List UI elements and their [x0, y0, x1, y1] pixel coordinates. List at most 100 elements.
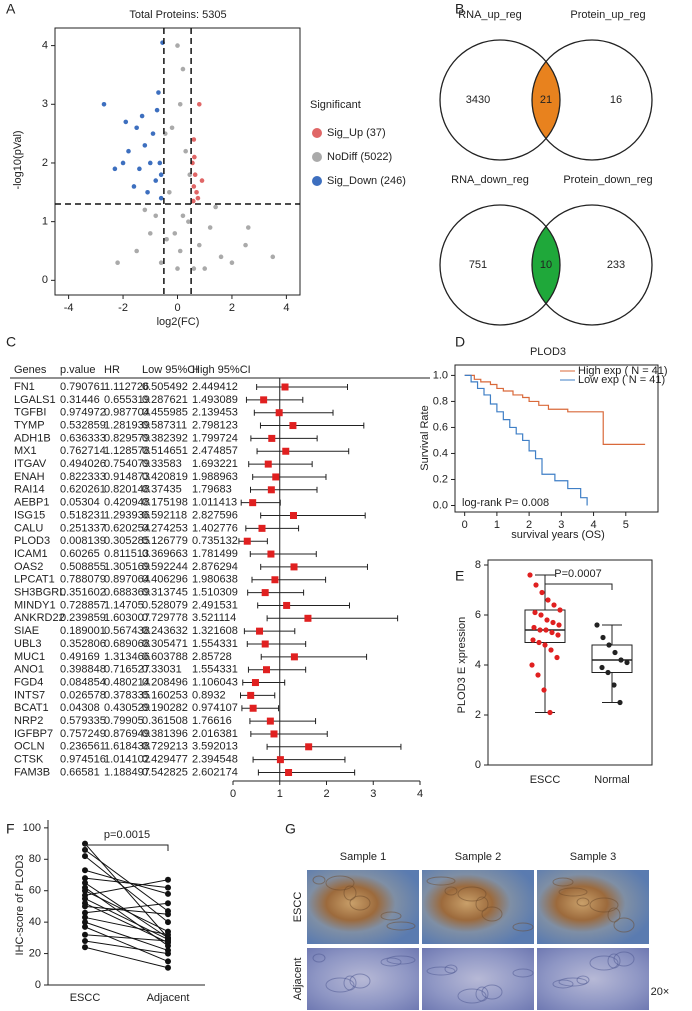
pair-line [84, 902, 169, 944]
table-cell: 0.239859 [60, 612, 106, 624]
table-cell: 2.474857 [192, 445, 238, 457]
table-cell: NRP2 [14, 715, 43, 727]
pair-line [84, 921, 169, 951]
point [539, 589, 545, 596]
venn-set [439, 204, 561, 326]
y-tick-label: 0 [35, 979, 41, 991]
x-tick-label: 4 [417, 788, 423, 800]
legend-label: Low exp ( N = 41) [578, 374, 665, 386]
column-header: High 95%CI [192, 364, 251, 376]
point [165, 884, 171, 891]
table-cell: 1.554331 [192, 638, 238, 650]
hr-marker [283, 601, 291, 609]
point [142, 207, 148, 213]
plot-frame [454, 364, 659, 513]
table-cell: 3.521114 [192, 612, 236, 624]
point [532, 609, 538, 616]
table-cell: 0.37435 [142, 484, 182, 496]
tissue-texture [552, 877, 574, 887]
point [191, 266, 197, 271]
y-tick-label: 2 [475, 709, 481, 721]
point [145, 190, 150, 195]
table-cell: ISG15 [14, 509, 45, 521]
x-tick-label: ESCC [70, 992, 101, 1004]
point [82, 867, 88, 874]
point [157, 160, 163, 166]
point [538, 612, 544, 618]
y-axis-title: PLOD3 E xpression [456, 617, 468, 714]
hr-marker [281, 383, 289, 391]
table-cell: 1.76616 [192, 715, 232, 727]
y-tick-label: 20 [29, 947, 41, 959]
table-cell: 0.735132 [192, 535, 238, 547]
legend-label: NoDiff (5022) [327, 151, 392, 163]
table-cell: 0.689068 [104, 638, 150, 650]
hr-marker [258, 524, 266, 532]
point [165, 911, 171, 918]
table-cell: 0.382392 [142, 432, 188, 444]
panel-label: B [455, 1, 464, 17]
set-label: Protein_down_reg [563, 174, 652, 186]
table-cell: 0.243632 [142, 625, 188, 637]
table-cell: 1.106043 [192, 676, 238, 688]
point [165, 964, 171, 971]
table-cell: 1.980638 [192, 574, 238, 586]
point [600, 634, 606, 641]
plot-frame [54, 27, 301, 296]
table-cell: 0.160253 [142, 689, 188, 701]
tissue-texture [444, 964, 458, 974]
pair-line [84, 877, 169, 889]
table-cell: 0.914873 [104, 471, 150, 483]
table-cell: ANO1 [14, 664, 44, 676]
tissue-texture [607, 907, 621, 923]
point [123, 119, 129, 125]
y-tick-label: 0 [475, 759, 481, 771]
legend-title: Significant [310, 99, 361, 111]
point [82, 875, 88, 882]
table-cell: 0.897064 [104, 574, 150, 586]
set-label: Protein_up_reg [570, 9, 645, 21]
chart-title: Total Proteins: 5305 [129, 9, 226, 21]
table-cell: 0.126779 [142, 535, 188, 547]
point [156, 90, 161, 95]
pair-line [84, 926, 169, 962]
y-tick-label: 0.0 [433, 499, 448, 511]
pair-line [84, 855, 169, 923]
hr-marker [275, 409, 283, 417]
table-cell: 0.084854 [60, 676, 106, 688]
point [535, 672, 541, 678]
table-cell: 0.208496 [142, 676, 188, 688]
table-cell: 0.287621 [142, 394, 188, 406]
table-cell: LPCAT1 [14, 574, 55, 586]
tissue-texture [576, 975, 590, 985]
table-cell: 0.788079 [60, 574, 106, 586]
y-tick-label: 80 [29, 853, 41, 865]
point [82, 909, 88, 916]
table-cell: SH3BGRL [14, 587, 65, 599]
hr-marker [262, 666, 270, 674]
table-cell: 0.8932 [192, 689, 226, 701]
tissue-texture [444, 886, 458, 896]
table-cell: 0.480214 [104, 676, 150, 688]
table-cell: 1.011413 [192, 497, 237, 509]
bracket [84, 844, 169, 851]
point [541, 687, 547, 693]
table-cell: 0.04308 [60, 702, 100, 714]
y-tick-label: 100 [23, 822, 41, 834]
table-cell: 0.381396 [142, 728, 188, 740]
point [158, 172, 164, 178]
venn-count: 21 [540, 94, 552, 106]
x-tick-label: 3 [558, 519, 564, 531]
y-tick-label: 0 [42, 274, 48, 286]
table-cell: 0.729213 [142, 741, 188, 753]
annotation: p=0.0015 [104, 829, 150, 841]
table-cell: 1.693221 [192, 458, 238, 470]
table-cell: 0.790761 [60, 381, 106, 393]
point [537, 627, 543, 633]
tissue-texture [512, 922, 534, 932]
table-cell: 0.655319 [104, 394, 150, 406]
point [605, 669, 611, 676]
hr-marker [289, 512, 297, 519]
table-cell: 1.554331 [192, 664, 238, 676]
point [153, 213, 159, 219]
